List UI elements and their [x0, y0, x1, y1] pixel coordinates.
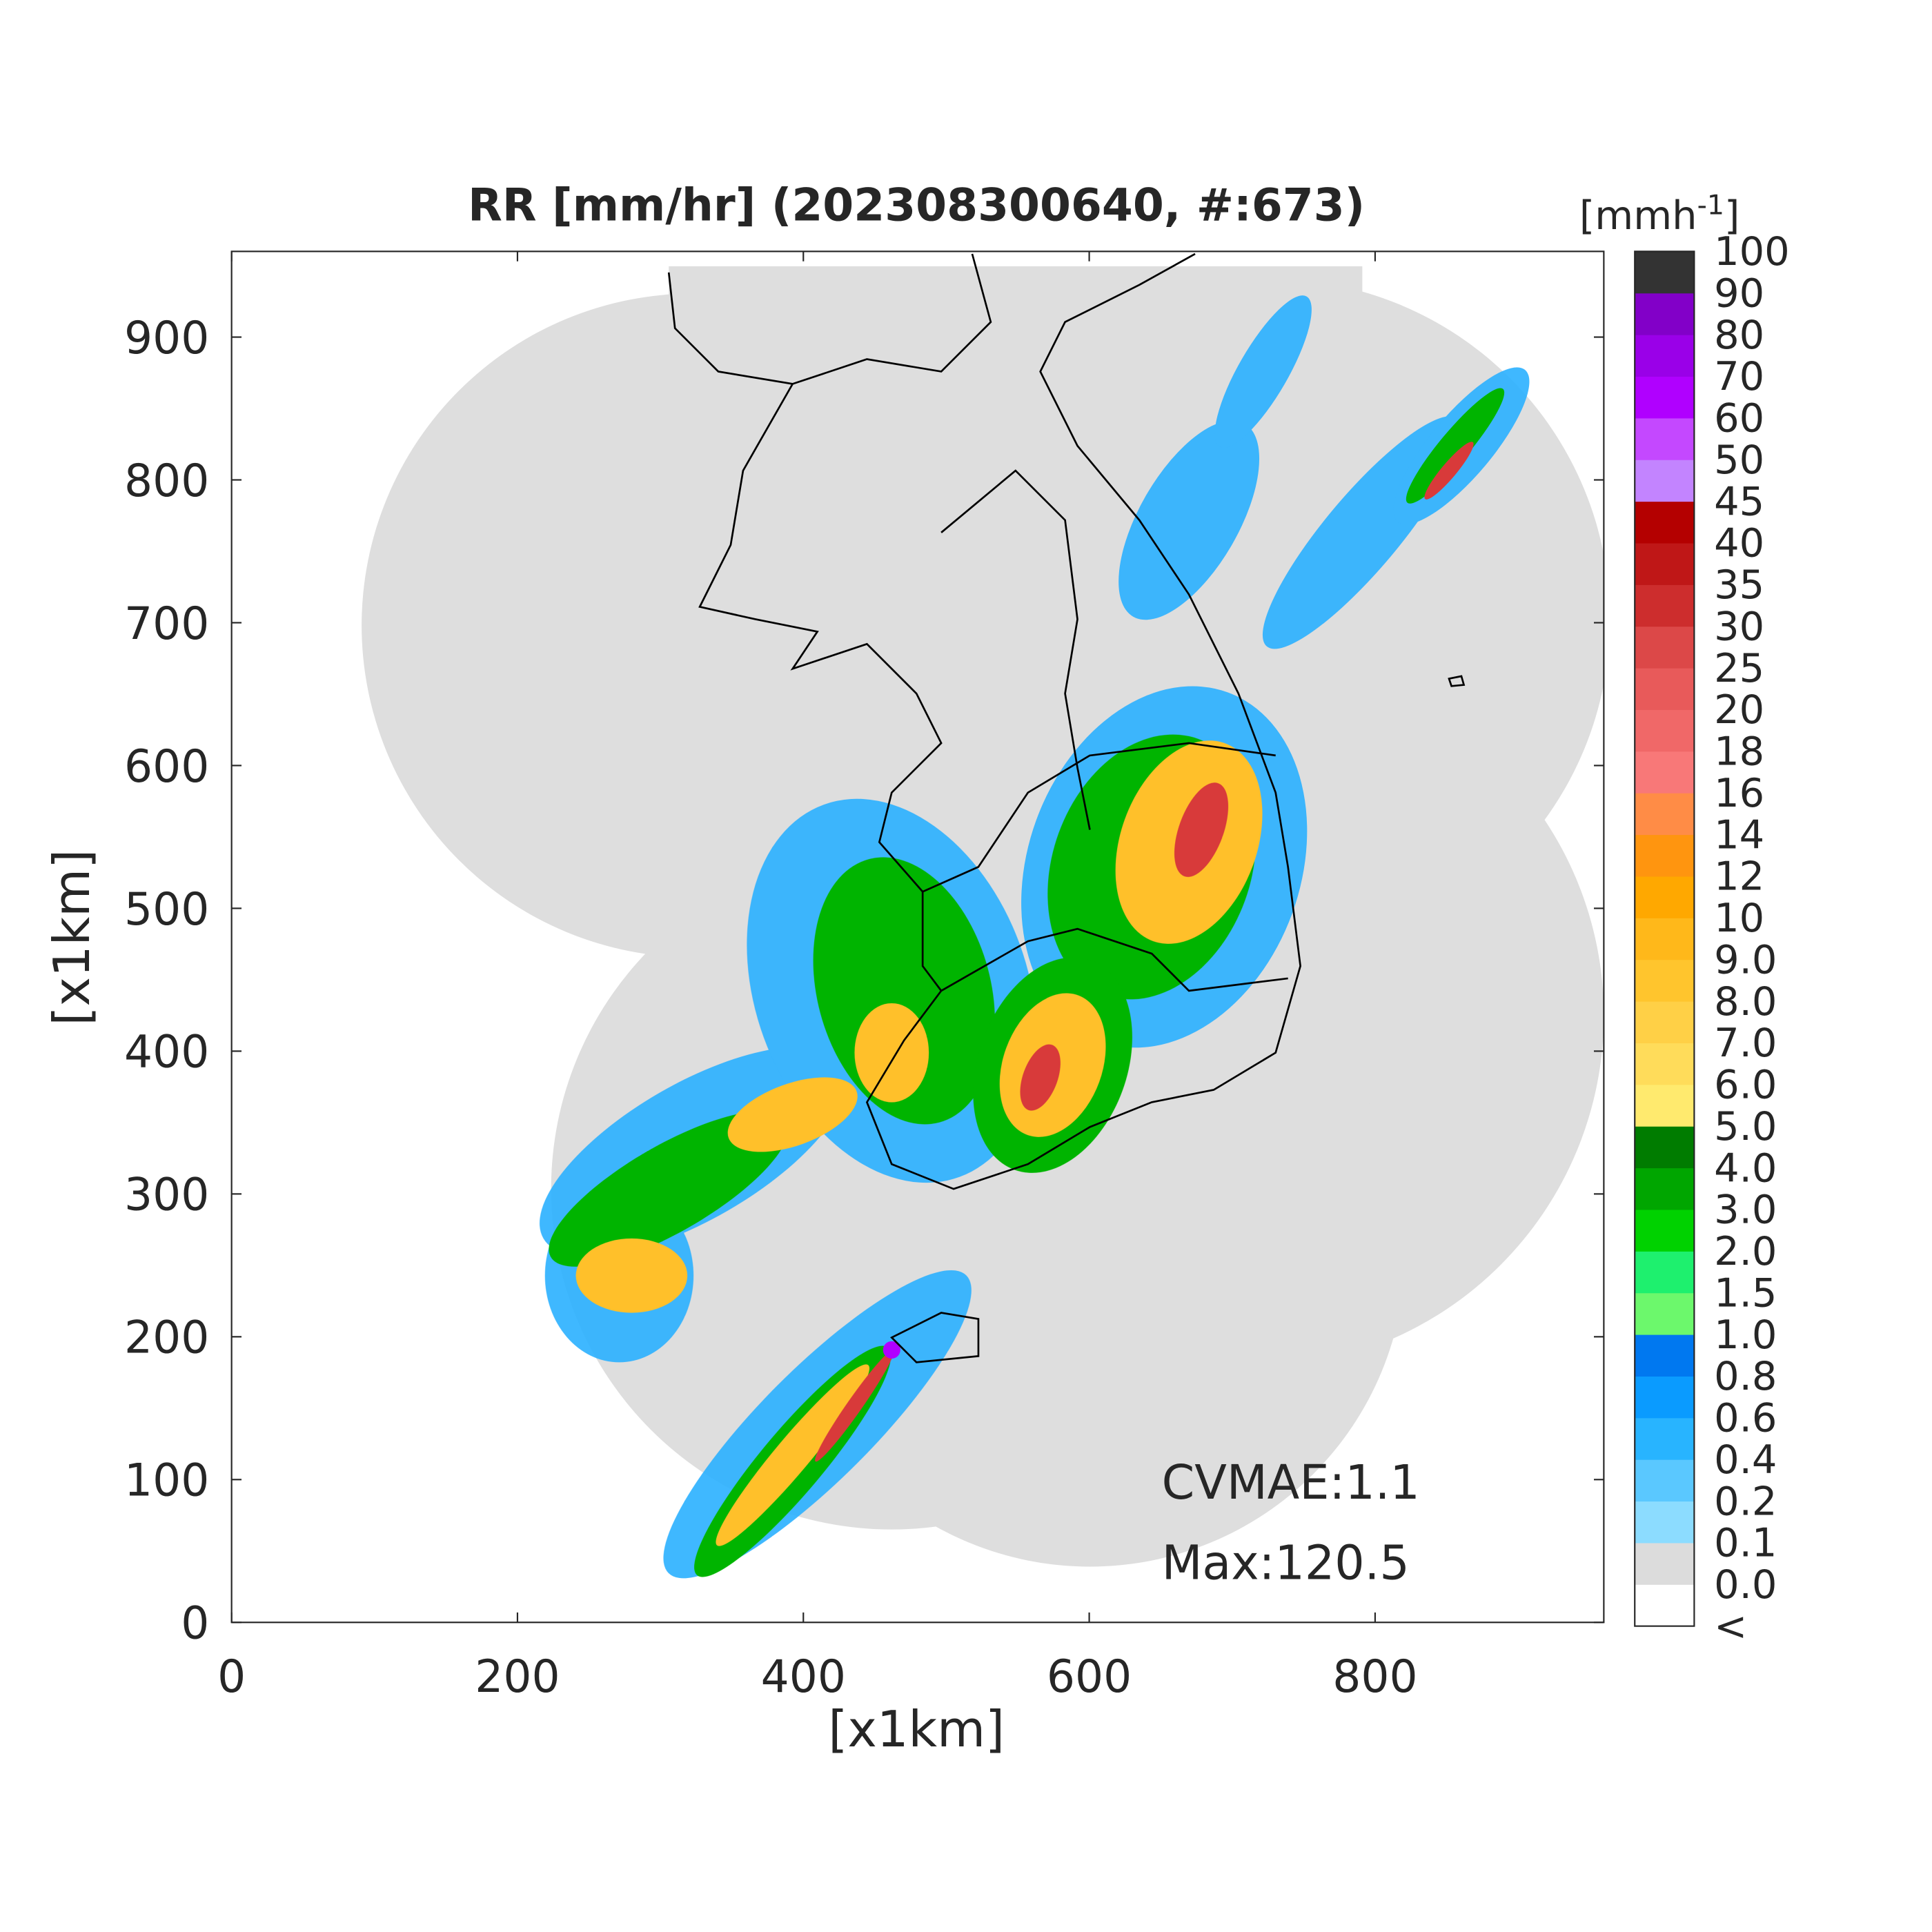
colorbar-label: 5.0 [1714, 1103, 1777, 1150]
colorbar-label: 20 [1714, 687, 1764, 733]
colorbar-segment [1635, 751, 1695, 793]
colorbar-segment [1635, 1209, 1695, 1252]
colorbar-label: 100 [1714, 228, 1790, 275]
colorbar-segment [1635, 501, 1695, 544]
colorbar-segment [1635, 1584, 1695, 1627]
colorbar-unit: [mmh-1] [1579, 190, 1739, 239]
colorbar-segment [1635, 1251, 1695, 1294]
colorbar-segment [1635, 668, 1695, 710]
y-tick-label: 100 [124, 1455, 209, 1507]
coastline [667, 253, 1466, 1363]
colorbar-segment [1635, 626, 1695, 669]
colorbar-segment [1635, 293, 1695, 335]
colorbar-label: 40 [1714, 520, 1764, 566]
annotation: Max:120.5 [1162, 1536, 1410, 1590]
colorbar-segment [1635, 251, 1695, 294]
colorbar: <0.00.10.20.40.60.81.01.52.03.04.05.06.0… [1634, 228, 1790, 1649]
y-tick-label: 300 [124, 1170, 209, 1221]
y-tick-label: 900 [124, 313, 209, 364]
colorbar-label: 60 [1714, 395, 1764, 442]
x-tick-label: 200 [475, 1651, 560, 1703]
colorbar-label: 35 [1714, 562, 1764, 608]
colorbar-label: 0.0 [1714, 1561, 1777, 1608]
x-axis-label: [x1km] [828, 1700, 1005, 1758]
colorbar-segment [1635, 542, 1695, 585]
y-tick-label: 600 [124, 741, 209, 793]
y-tick-label: 700 [124, 598, 209, 650]
colorbar-label: 7.0 [1714, 1020, 1777, 1066]
colorbar-segment [1635, 959, 1695, 1002]
colorbar-label: 9.0 [1714, 936, 1777, 983]
colorbar-label: 45 [1714, 478, 1764, 524]
colorbar-label: 0.4 [1714, 1437, 1777, 1483]
colorbar-segment [1635, 1542, 1695, 1585]
colorbar-segment [1635, 876, 1695, 918]
colorbar-label: 50 [1714, 437, 1764, 483]
colorbar-label: 4.0 [1714, 1145, 1777, 1191]
title: RR [mm/hr] (202308300640, #:673) [468, 179, 1365, 231]
colorbar-label: 10 [1714, 895, 1764, 941]
colorbar-segment [1635, 1459, 1695, 1502]
colorbar-segment [1635, 1043, 1695, 1085]
colorbar-segment [1635, 709, 1695, 752]
annotation: CVMAE:1.1 [1162, 1456, 1420, 1510]
colorbar-segment [1635, 918, 1695, 960]
colorbar-segment [1635, 1001, 1695, 1043]
colorbar-segment [1635, 335, 1695, 377]
colorbar-label: 0.6 [1714, 1395, 1777, 1441]
axes: 0 200 400 600 800 0 100 200 300 400 500 600 700 800 90… [124, 251, 1604, 1703]
colorbar-label: 14 [1714, 811, 1764, 858]
colorbar-label: 70 [1714, 353, 1764, 400]
colorbar-segment [1635, 793, 1695, 836]
colorbar-segment [1635, 1126, 1695, 1169]
colorbar-label: 0.8 [1714, 1353, 1777, 1399]
colorbar-label: 8.0 [1714, 978, 1777, 1025]
colorbar-segment [1635, 1292, 1695, 1335]
colorbar-label: 1.5 [1714, 1270, 1777, 1316]
unit-exponent: -1 [1697, 190, 1724, 221]
x-tick-label: 400 [761, 1651, 846, 1703]
colorbar-label: < [1714, 1603, 1747, 1649]
colorbar-segment [1635, 1417, 1695, 1460]
colorbar-segment [1635, 584, 1695, 627]
colorbar-label: 3.0 [1714, 1187, 1777, 1233]
colorbar-segment [1635, 1376, 1695, 1419]
colorbar-label: 16 [1714, 770, 1764, 816]
colorbar-segment [1635, 1167, 1695, 1210]
x-tick-label: 800 [1332, 1651, 1417, 1703]
precipitation [539, 295, 1530, 1579]
colorbar-segment [1635, 460, 1695, 502]
colorbar-segment [1635, 417, 1695, 460]
colorbar-label: 12 [1714, 854, 1764, 900]
colorbar-segment [1635, 1334, 1695, 1377]
colorbar-label: 18 [1714, 729, 1764, 775]
x-tick-label: 600 [1047, 1651, 1132, 1703]
colorbar-segment [1635, 1501, 1695, 1544]
colorbar-label: 1.0 [1714, 1312, 1777, 1358]
colorbar-label: 30 [1714, 603, 1764, 649]
radar-map [362, 253, 1604, 1579]
y-axis-label: [x1km] [43, 849, 101, 1026]
colorbar-label: 0.2 [1714, 1478, 1777, 1524]
colorbar-label: 6.0 [1714, 1062, 1777, 1108]
y-tick-label: 800 [124, 455, 209, 507]
x-tick-label: 0 [217, 1651, 246, 1703]
y-tick-label: 400 [124, 1027, 209, 1078]
colorbar-segment [1635, 834, 1695, 877]
plot-frame [230, 250, 1605, 1624]
y-tick-label: 0 [181, 1598, 209, 1650]
colorbar-label: 90 [1714, 270, 1764, 316]
colorbar-frame [1634, 250, 1695, 1627]
unit-base: [mmh [1579, 193, 1697, 239]
unit-close: ] [1724, 193, 1739, 239]
colorbar-label: 2.0 [1714, 1228, 1777, 1274]
y-tick-label: 500 [124, 884, 209, 936]
colorbar-label: 25 [1714, 645, 1764, 691]
colorbar-segment [1635, 376, 1695, 419]
colorbar-segment [1635, 1084, 1695, 1127]
colorbar-label: 0.1 [1714, 1520, 1777, 1566]
y-tick-label: 200 [124, 1312, 209, 1364]
colorbar-label: 80 [1714, 312, 1764, 358]
